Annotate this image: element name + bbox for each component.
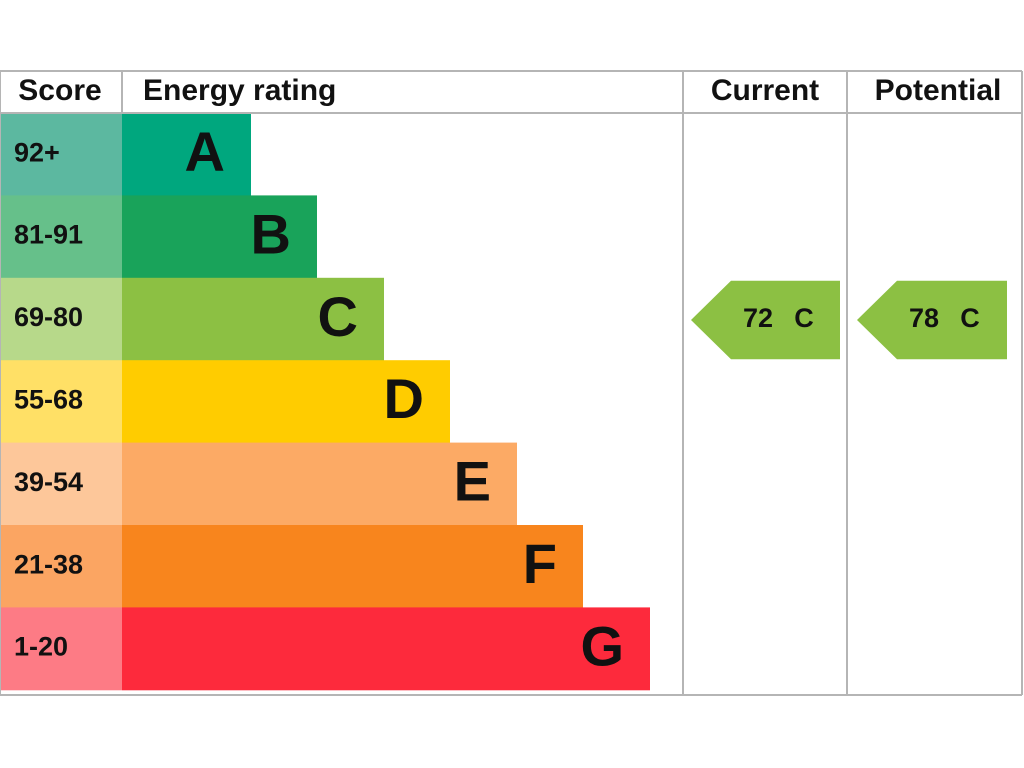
rating-bar bbox=[122, 525, 583, 608]
rating-letter: A bbox=[185, 120, 225, 183]
score-cell bbox=[0, 525, 122, 608]
rating-bar bbox=[122, 607, 650, 691]
score-range: 69-80 bbox=[14, 302, 83, 332]
current-rating: C bbox=[794, 303, 814, 333]
score-range: 55-68 bbox=[14, 385, 83, 415]
score-cell bbox=[0, 113, 122, 196]
score-range: 21-38 bbox=[14, 549, 83, 579]
rating-bar bbox=[122, 277, 384, 361]
potential-arrow bbox=[857, 280, 1007, 360]
score-range: 1-20 bbox=[14, 632, 68, 662]
rating-letter: E bbox=[454, 450, 491, 513]
rating-letter: F bbox=[523, 532, 557, 595]
score-cell bbox=[0, 607, 122, 691]
rating-letter: D bbox=[384, 367, 424, 430]
score-cell bbox=[0, 277, 122, 361]
potential-score: 78 bbox=[909, 303, 939, 333]
header-score: Score bbox=[18, 74, 101, 107]
rating-bar bbox=[122, 442, 517, 526]
header-rating: Energy rating bbox=[143, 74, 336, 107]
score-cell bbox=[0, 360, 122, 444]
rating-letter: C bbox=[318, 285, 358, 348]
rating-bar bbox=[122, 195, 317, 279]
rating-letter: G bbox=[580, 614, 624, 677]
rating-bar bbox=[122, 113, 251, 196]
potential-rating: C bbox=[960, 303, 980, 333]
rating-letter: B bbox=[251, 202, 291, 265]
score-range: 39-54 bbox=[14, 467, 83, 497]
current-score: 72 bbox=[743, 303, 773, 333]
score-cell bbox=[0, 442, 122, 526]
header-potential: Potential bbox=[875, 74, 1002, 107]
current-arrow bbox=[691, 280, 840, 360]
score-range: 81-91 bbox=[14, 220, 83, 250]
header-current: Current bbox=[711, 74, 819, 107]
score-cell bbox=[0, 195, 122, 279]
score-range: 92+ bbox=[14, 137, 60, 167]
rating-bar bbox=[122, 360, 450, 444]
